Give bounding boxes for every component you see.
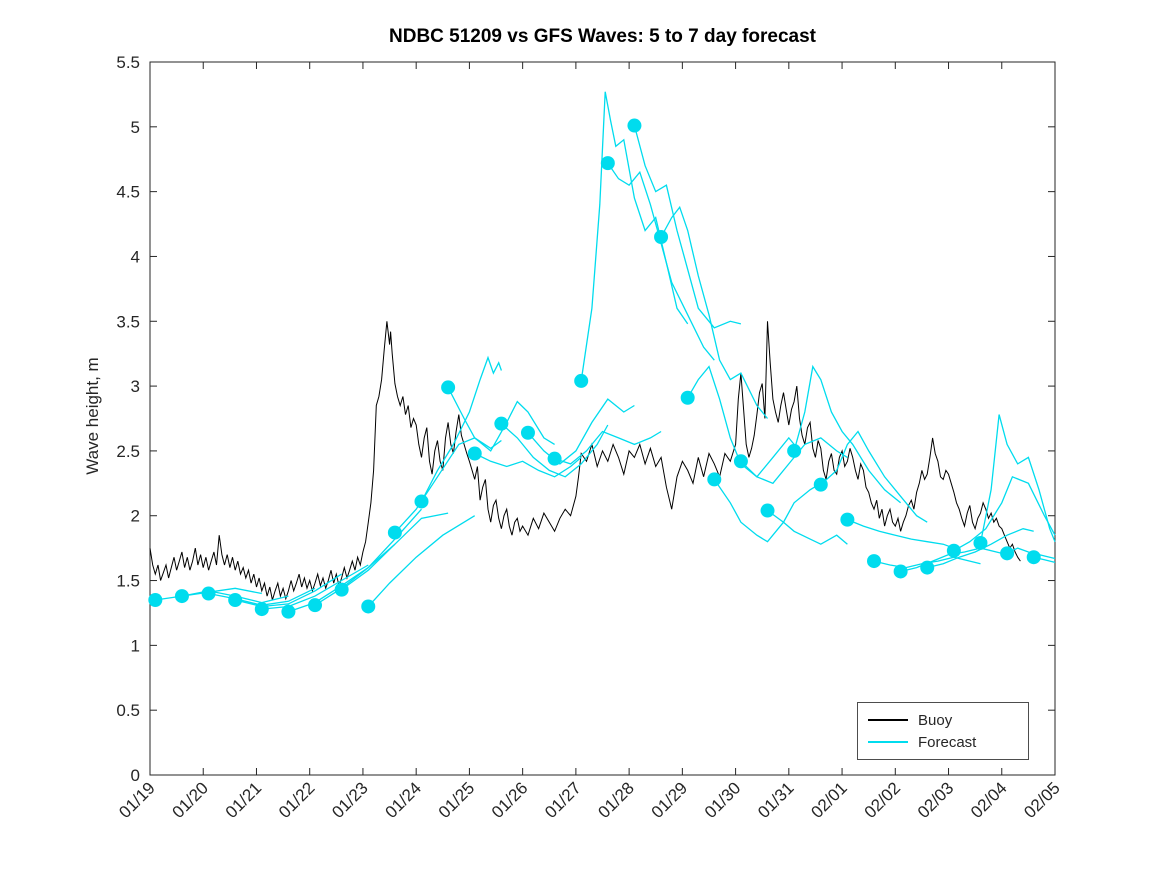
forecast-start-marker bbox=[574, 373, 589, 388]
forecast-line bbox=[713, 479, 822, 543]
forecast-line bbox=[527, 398, 635, 465]
legend: Buoy Forecast bbox=[857, 702, 1029, 760]
forecast-line bbox=[633, 125, 742, 329]
forecast-start-marker bbox=[760, 503, 775, 518]
x-tick-label: 01/27 bbox=[541, 778, 585, 822]
legend-buoy-label: Buoy bbox=[918, 711, 953, 729]
forecast-start-marker bbox=[201, 586, 216, 601]
axes-box bbox=[149, 61, 1056, 776]
forecast-start-marker bbox=[627, 118, 642, 133]
forecast-start-marker bbox=[254, 602, 269, 617]
forecast-start-marker bbox=[867, 554, 881, 569]
forecast-line bbox=[953, 475, 1056, 552]
forecast-line bbox=[235, 573, 342, 608]
x-tick-label: 01/23 bbox=[328, 778, 372, 822]
forecast-start-marker bbox=[973, 535, 988, 550]
legend-forecast-line-sample bbox=[868, 741, 908, 743]
y-tick-label: 5.5 bbox=[116, 53, 140, 72]
x-tick-label: 01/21 bbox=[222, 778, 266, 822]
y-tick-label: 4.5 bbox=[116, 183, 140, 202]
forecast-line bbox=[847, 518, 955, 549]
forecast-start-marker bbox=[893, 564, 908, 579]
legend-buoy-line-sample bbox=[868, 719, 908, 721]
y-tick-label: 1 bbox=[131, 636, 140, 655]
forecast-start-marker bbox=[148, 592, 163, 607]
x-tick-label: 01/28 bbox=[594, 778, 638, 822]
y-tick-label: 0.5 bbox=[116, 701, 140, 720]
forecast-start-marker bbox=[1026, 550, 1041, 565]
forecast-line bbox=[394, 437, 502, 534]
forecast-start-marker bbox=[733, 454, 748, 469]
x-tick-label: 01/30 bbox=[701, 778, 745, 822]
forecast-start-marker bbox=[334, 582, 349, 597]
forecast-start-marker bbox=[174, 589, 189, 604]
forecast-start-marker bbox=[813, 477, 828, 492]
forecast-line bbox=[474, 452, 582, 478]
buoy-line bbox=[149, 321, 1021, 601]
y-tick-label: 1.5 bbox=[116, 572, 140, 591]
x-tick-label: 01/26 bbox=[488, 778, 532, 822]
forecast-line bbox=[820, 430, 928, 523]
forecast-start-marker bbox=[840, 512, 855, 527]
forecast-line bbox=[580, 91, 689, 381]
x-tick-label: 02/05 bbox=[1020, 778, 1064, 822]
forecast-line bbox=[979, 414, 1056, 544]
y-tick-label: 4 bbox=[131, 247, 140, 266]
legend-entry-buoy: Buoy bbox=[868, 713, 1018, 728]
forecast-start-marker bbox=[547, 451, 562, 466]
forecast-start-marker bbox=[680, 390, 695, 405]
forecast-start-marker bbox=[654, 230, 669, 245]
forecast-line bbox=[793, 364, 902, 504]
x-tick-label: 02/02 bbox=[861, 778, 905, 822]
forecast-start-marker bbox=[1000, 546, 1015, 561]
forecast-start-marker bbox=[920, 560, 935, 575]
legend-forecast-label: Forecast bbox=[918, 733, 977, 751]
x-tick-label: 01/31 bbox=[754, 778, 798, 822]
forecast-start-marker bbox=[520, 425, 535, 440]
y-tick-label: 5 bbox=[131, 118, 140, 137]
forecast-line bbox=[367, 515, 476, 607]
x-tick-label: 01/25 bbox=[435, 778, 479, 822]
forecast-start-marker bbox=[600, 156, 615, 171]
forecast-start-marker bbox=[387, 525, 402, 540]
forecast-line bbox=[687, 365, 795, 478]
forecast-line bbox=[660, 205, 769, 419]
forecast-line bbox=[554, 430, 662, 465]
forecast-start-marker bbox=[441, 380, 456, 395]
forecast-start-marker bbox=[787, 443, 802, 458]
forecast-start-marker bbox=[467, 446, 482, 461]
legend-entry-forecast: Forecast bbox=[868, 735, 1018, 750]
forecast-line bbox=[420, 355, 503, 502]
y-tick-label: 0 bbox=[131, 766, 140, 785]
forecast-start-marker bbox=[414, 494, 429, 509]
chart-title: NDBC 51209 vs GFS Waves: 5 to 7 day fore… bbox=[389, 26, 816, 47]
forecast-line bbox=[500, 423, 609, 478]
y-tick-label: 3 bbox=[131, 377, 140, 396]
x-tick-label: 02/03 bbox=[914, 778, 958, 822]
forecast-start-marker bbox=[308, 598, 323, 613]
y-tick-label: 2 bbox=[131, 507, 140, 526]
x-tick-label: 01/29 bbox=[648, 778, 692, 822]
forecast-line bbox=[314, 508, 422, 606]
forecast-start-marker bbox=[228, 592, 243, 607]
y-tick-label: 3.5 bbox=[116, 312, 140, 331]
y-tick-label: 2.5 bbox=[116, 442, 140, 461]
forecast-start-marker bbox=[946, 543, 961, 558]
x-tick-label: 02/01 bbox=[807, 778, 851, 822]
forecast-line bbox=[607, 162, 715, 361]
x-tick-label: 01/20 bbox=[169, 778, 213, 822]
forecast-start-marker bbox=[361, 599, 376, 614]
x-tick-label: 02/04 bbox=[967, 778, 1011, 822]
forecast-start-marker bbox=[707, 472, 722, 487]
y-axis-label: Wave height, m bbox=[83, 357, 102, 475]
forecast-start-marker bbox=[494, 416, 509, 431]
forecast-line bbox=[261, 564, 369, 610]
forecast-line bbox=[341, 512, 449, 591]
forecast-start-marker bbox=[281, 604, 296, 619]
x-tick-label: 01/24 bbox=[381, 778, 425, 822]
x-tick-label: 01/22 bbox=[275, 778, 319, 822]
forecast-line bbox=[767, 509, 848, 545]
